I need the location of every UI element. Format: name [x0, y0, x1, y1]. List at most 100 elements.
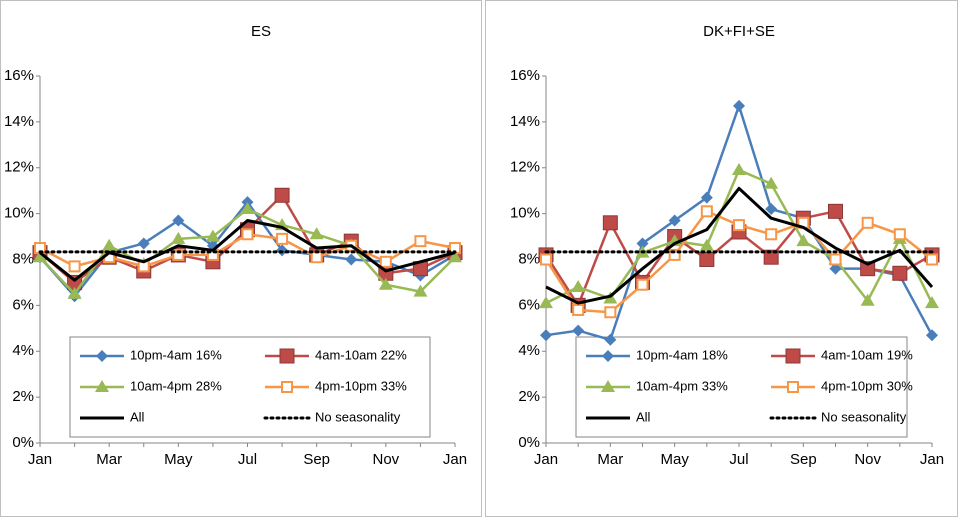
marker — [571, 280, 586, 293]
legend-label: 4pm-10pm 30% — [821, 378, 913, 393]
y-tick-label: 8% — [518, 250, 540, 267]
y-tick-label: 10% — [510, 205, 540, 222]
marker — [379, 255, 392, 268]
marker — [926, 253, 938, 266]
marker — [699, 252, 715, 267]
marker — [572, 324, 585, 337]
y-tick-label: 12% — [4, 159, 34, 176]
panel-frame — [485, 0, 958, 517]
marker — [668, 214, 681, 227]
legend-label: 4pm-10pm 33% — [315, 378, 407, 393]
legend-marker — [601, 380, 615, 392]
marker — [861, 216, 874, 229]
marker — [68, 260, 81, 273]
marker — [860, 293, 875, 306]
y-tick-label: 16% — [510, 67, 540, 84]
marker — [732, 163, 746, 176]
legend-label: All — [130, 409, 145, 424]
marker — [733, 99, 745, 112]
marker — [892, 265, 908, 281]
y-tick-label: 2% — [12, 388, 34, 405]
marker — [926, 329, 938, 342]
x-tick-label: Jul — [238, 451, 257, 468]
marker — [241, 228, 254, 241]
marker — [700, 205, 713, 218]
marker — [604, 333, 617, 346]
series-line — [545, 186, 934, 305]
marker — [137, 237, 150, 250]
marker — [699, 238, 714, 251]
y-tick-label: 0% — [518, 434, 540, 451]
marker — [572, 303, 585, 316]
x-tick-label: Mar — [96, 451, 122, 468]
marker — [172, 248, 185, 261]
legend-label: 10am-4pm 33% — [636, 378, 728, 393]
marker — [276, 232, 289, 245]
marker — [733, 219, 745, 232]
marker — [765, 228, 778, 241]
marker — [276, 244, 289, 257]
x-tick-label: May — [660, 451, 689, 468]
y-tick-label: 4% — [518, 342, 540, 359]
marker — [925, 296, 939, 309]
y-tick-label: 2% — [518, 388, 540, 405]
legend-marker — [279, 348, 295, 364]
marker — [763, 249, 779, 265]
x-tick-label: Mar — [597, 451, 623, 468]
marker — [378, 277, 393, 290]
marker — [240, 202, 255, 215]
x-tick-label: May — [164, 451, 193, 468]
legend-marker — [602, 350, 614, 362]
panel-frame — [0, 0, 482, 517]
legend-label: 4am-10am 19% — [821, 347, 913, 362]
x-tick-label: Jul — [729, 451, 748, 468]
marker — [539, 296, 553, 309]
chart-title: ES — [251, 23, 271, 40]
marker — [171, 231, 186, 244]
y-tick-label: 14% — [4, 113, 34, 130]
marker — [345, 253, 358, 266]
marker — [893, 228, 906, 241]
marker — [414, 235, 427, 248]
marker — [668, 248, 681, 261]
marker — [67, 286, 82, 299]
legend-label: 10am-4pm 28% — [130, 378, 222, 393]
x-tick-label: Sep — [790, 451, 817, 468]
legend-label: 10pm-4am 16% — [130, 347, 222, 362]
legend-label: 4am-10am 22% — [315, 347, 407, 362]
x-tick-label: Jan — [920, 451, 944, 468]
x-tick-label: Jan — [534, 451, 558, 468]
y-tick-label: 10% — [4, 205, 34, 222]
y-tick-label: 14% — [510, 113, 540, 130]
marker — [448, 250, 462, 263]
legend-marker — [281, 381, 293, 393]
marker — [860, 261, 876, 277]
legend-marker — [95, 380, 109, 392]
marker — [604, 306, 617, 319]
y-tick-label: 12% — [510, 159, 540, 176]
marker — [636, 237, 649, 250]
marker — [829, 262, 842, 275]
marker — [310, 251, 323, 264]
marker — [829, 253, 842, 266]
y-tick-label: 0% — [12, 434, 34, 451]
marker — [602, 215, 618, 231]
marker — [636, 278, 649, 291]
marker — [274, 187, 290, 203]
marker — [764, 176, 779, 189]
marker — [413, 284, 428, 297]
legend-marker — [96, 350, 108, 362]
marker — [102, 238, 117, 251]
legend-label: No seasonality — [821, 409, 907, 424]
x-tick-label: Nov — [854, 451, 881, 468]
marker — [540, 253, 552, 266]
y-tick-label: 6% — [12, 296, 34, 313]
chart-title: DK+FI+SE — [703, 23, 775, 40]
marker — [33, 250, 47, 263]
x-tick-label: Jan — [443, 451, 467, 468]
marker — [309, 227, 324, 240]
legend-box — [575, 336, 908, 438]
legend-marker — [785, 348, 801, 364]
x-tick-label: Sep — [303, 451, 330, 468]
